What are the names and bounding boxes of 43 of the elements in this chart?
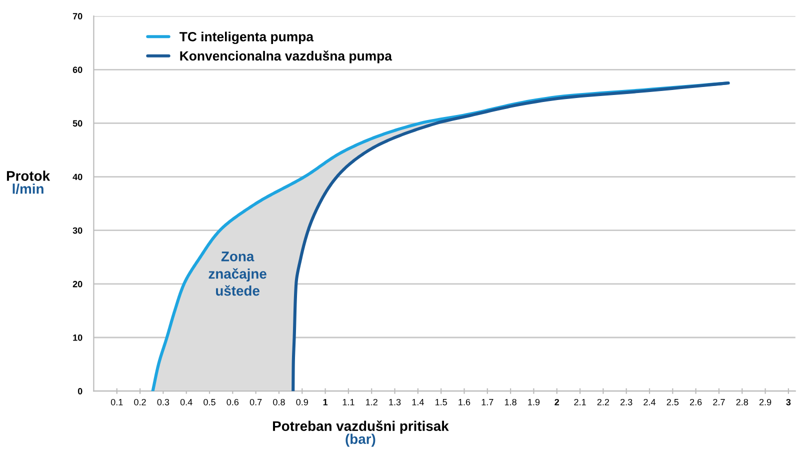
x-tick-label: 1.2	[366, 398, 378, 406]
x-tick-label: 0.8	[273, 398, 285, 406]
x-tick-label: 1.7	[482, 399, 494, 406]
x-tick-label: 0.6	[226, 398, 239, 406]
x-tick-label: 2.9	[759, 398, 772, 406]
x-tick-label: 1.5	[435, 399, 447, 406]
x-tick-label: 0.3	[157, 398, 170, 406]
x-tick-label: 0.9	[296, 398, 308, 406]
x-tick-label: 0.1	[110, 398, 123, 406]
x-tick-label: 2.8	[736, 398, 748, 406]
y-axis-title: Protok l/min	[6, 170, 50, 194]
x-tick-label: 2	[554, 398, 560, 406]
annotation: Zona značajne uštede	[208, 252, 266, 296]
x-tick-label: 1.3	[389, 398, 401, 406]
x-tick-label: 2.7	[713, 398, 725, 406]
x-tick-label: 2.2	[597, 398, 610, 406]
x-tick-label: 1	[323, 399, 328, 406]
legend-label: Konvencionalna vazdušna pumpa	[180, 50, 392, 64]
x-tick-label: 2.3	[620, 398, 632, 406]
y-tick-label: 0	[78, 388, 82, 394]
y-tick-label: 70	[72, 13, 82, 20]
x-tick-label: 1.8	[504, 398, 516, 406]
y-tick-label: 40	[72, 174, 82, 180]
y-tick-label: 10	[73, 334, 82, 341]
x-tick-label: 1.4	[412, 399, 424, 406]
y-tick-label: 60	[72, 66, 82, 73]
x-axis-title: Potreban vazdušni pritisak (bar)	[273, 420, 449, 447]
y-tick-label: 20	[72, 280, 82, 288]
x-tick-label: 2.1	[574, 398, 586, 406]
x-tick-label: 0.2	[134, 398, 146, 406]
legend-label: TC inteligenta pumpa	[180, 32, 314, 44]
x-tick-label: 0.7	[250, 398, 262, 406]
x-tick-label: 1.9	[528, 398, 540, 406]
x-tick-label: 1.6	[458, 398, 470, 406]
x-tick-label: 0.4	[180, 398, 192, 406]
x-tick-label: 0.5	[204, 398, 216, 406]
y-tick-label: 30	[72, 227, 82, 234]
x-tick-label: 2.6	[690, 398, 702, 406]
x-tick-label: 3	[786, 398, 791, 406]
x-tick-label: 2.4	[644, 398, 656, 406]
y-tick-label: 50	[72, 120, 82, 127]
x-tick-label: 2.5	[666, 398, 679, 406]
x-tick-label: 1.1	[342, 399, 354, 406]
